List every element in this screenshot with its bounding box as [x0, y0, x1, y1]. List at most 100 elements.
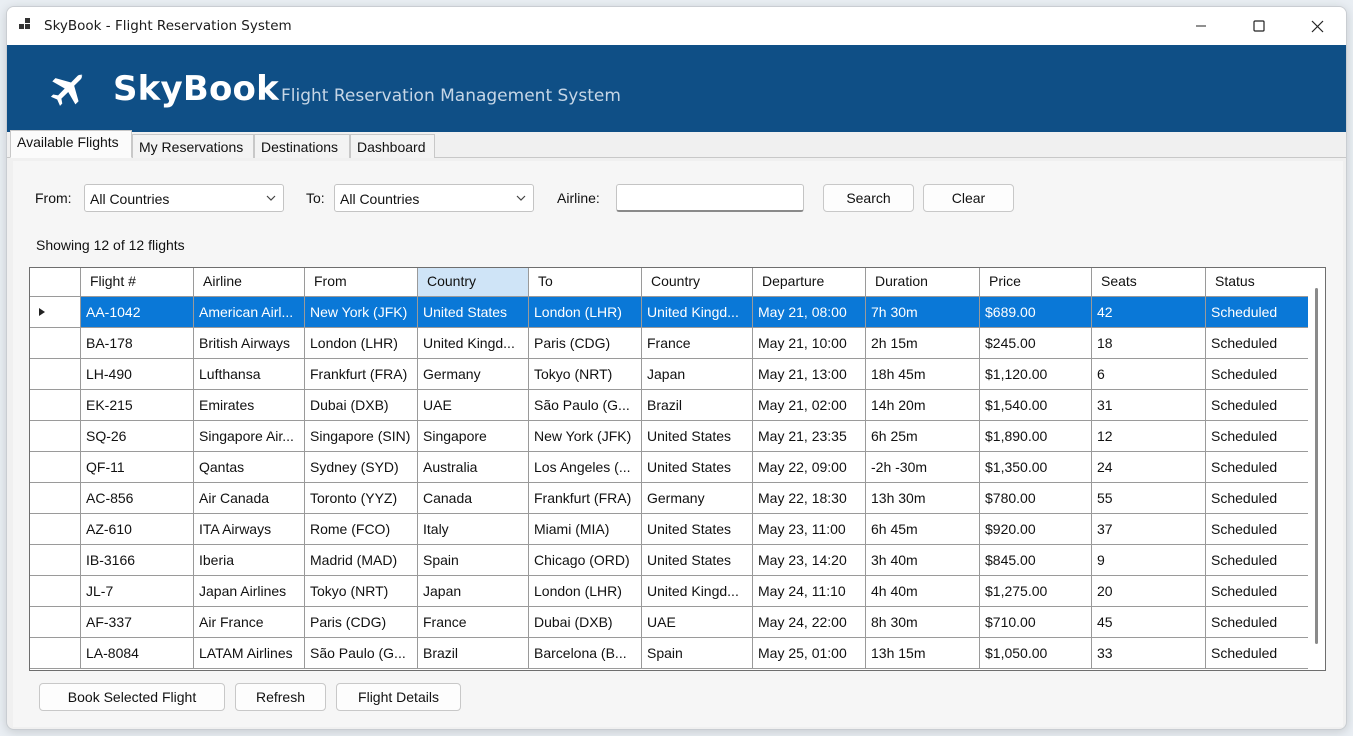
cell-from-country[interactable]: Brazil — [418, 638, 529, 669]
cell-seats[interactable]: 6 — [1092, 359, 1206, 390]
row-header[interactable] — [30, 483, 81, 514]
cell-flight-number[interactable]: BA-178 — [81, 328, 194, 359]
cell-from-country[interactable]: Italy — [418, 514, 529, 545]
cell-to[interactable]: Paris (CDG) — [529, 328, 642, 359]
column-header-from[interactable]: From — [305, 268, 418, 297]
cell-airline[interactable]: Lufthansa — [194, 359, 305, 390]
cell-seats[interactable]: 45 — [1092, 607, 1206, 638]
cell-from-country[interactable]: Germany — [418, 359, 529, 390]
column-header-from-country[interactable]: Country — [418, 268, 529, 297]
cell-to-country[interactable]: United Kingd... — [642, 576, 753, 607]
cell-flight-number[interactable]: QF-11 — [81, 452, 194, 483]
table-row[interactable]: BA-178 British Airways London (LHR) United … — [30, 328, 1318, 359]
cell-from[interactable]: Sydney (SYD) — [305, 452, 418, 483]
table-row[interactable]: LH-490 Lufthansa Frankfurt (FRA) Germany Tok… — [30, 359, 1318, 390]
cell-status[interactable]: Scheduled — [1206, 297, 1318, 328]
row-header[interactable] — [30, 297, 81, 328]
cell-from[interactable]: Frankfurt (FRA) — [305, 359, 418, 390]
column-header-departure[interactable]: Departure — [753, 268, 866, 297]
cell-price[interactable]: $245.00 — [980, 328, 1092, 359]
cell-to[interactable]: Barcelona (B... — [529, 638, 642, 669]
cell-from-country[interactable]: UAE — [418, 390, 529, 421]
cell-duration[interactable]: -2h -30m — [866, 452, 980, 483]
table-row[interactable]: AF-337 Air France Paris (CDG) France Dubai (… — [30, 607, 1318, 638]
cell-to-country[interactable]: United Kingd... — [642, 297, 753, 328]
cell-seats[interactable]: 24 — [1092, 452, 1206, 483]
cell-flight-number[interactable]: SQ-26 — [81, 421, 194, 452]
cell-to[interactable]: Frankfurt (FRA) — [529, 483, 642, 514]
cell-price[interactable]: $1,275.00 — [980, 576, 1092, 607]
cell-departure[interactable]: May 21, 10:00 — [753, 328, 866, 359]
cell-from-country[interactable]: Canada — [418, 483, 529, 514]
column-header-flight-number[interactable]: Flight # — [81, 268, 194, 297]
column-header-to-country[interactable]: Country — [642, 268, 753, 297]
table-row[interactable]: EK-215 Emirates Dubai (DXB) UAE São Paulo (G… — [30, 390, 1318, 421]
table-row[interactable]: SQ-26 Singapore Air... Singapore (SIN) Sing… — [30, 421, 1318, 452]
cell-to-country[interactable]: Spain — [642, 638, 753, 669]
cell-seats[interactable]: 20 — [1092, 576, 1206, 607]
cell-price[interactable]: $1,050.00 — [980, 638, 1092, 669]
cell-status[interactable]: Scheduled — [1206, 359, 1318, 390]
cell-price[interactable]: $1,890.00 — [980, 421, 1092, 452]
cell-flight-number[interactable]: IB-3166 — [81, 545, 194, 576]
table-row[interactable]: QF-11 Qantas Sydney (SYD) Australia Los Ange… — [30, 452, 1318, 483]
cell-departure[interactable]: May 23, 14:20 — [753, 545, 866, 576]
cell-duration[interactable]: 14h 20m — [866, 390, 980, 421]
cell-airline[interactable]: LATAM Airlines — [194, 638, 305, 669]
flights-grid[interactable]: Flight # Airline From Country To Country Depar… — [29, 267, 1326, 671]
row-header[interactable] — [30, 576, 81, 607]
cell-seats[interactable]: 55 — [1092, 483, 1206, 514]
tab-destinations[interactable]: Destinations — [254, 134, 350, 158]
cell-duration[interactable]: 13h 30m — [866, 483, 980, 514]
cell-from[interactable]: Tokyo (NRT) — [305, 576, 418, 607]
cell-status[interactable]: Scheduled — [1206, 452, 1318, 483]
table-row[interactable]: IB-3166 Iberia Madrid (MAD) Spain Chicago (O… — [30, 545, 1318, 576]
cell-duration[interactable]: 7h 30m — [866, 297, 980, 328]
cell-seats[interactable]: 12 — [1092, 421, 1206, 452]
cell-from-country[interactable]: Spain — [418, 545, 529, 576]
cell-departure[interactable]: May 21, 08:00 — [753, 297, 866, 328]
cell-from-country[interactable]: United States — [418, 297, 529, 328]
cell-duration[interactable]: 13h 15m — [866, 638, 980, 669]
cell-status[interactable]: Scheduled — [1206, 607, 1318, 638]
cell-seats[interactable]: 42 — [1092, 297, 1206, 328]
cell-price[interactable]: $689.00 — [980, 297, 1092, 328]
cell-to[interactable]: London (LHR) — [529, 576, 642, 607]
cell-departure[interactable]: May 23, 11:00 — [753, 514, 866, 545]
cell-flight-number[interactable]: AA-1042 — [81, 297, 194, 328]
cell-airline[interactable]: Iberia — [194, 545, 305, 576]
airline-input[interactable] — [616, 184, 804, 212]
cell-departure[interactable]: May 21, 23:35 — [753, 421, 866, 452]
table-row[interactable]: JL-7 Japan Airlines Tokyo (NRT) Japan London… — [30, 576, 1318, 607]
cell-airline[interactable]: Emirates — [194, 390, 305, 421]
cell-to-country[interactable]: France — [642, 328, 753, 359]
tab-available-flights[interactable]: Available Flights — [10, 130, 132, 158]
cell-flight-number[interactable]: LH-490 — [81, 359, 194, 390]
book-selected-flight-button[interactable]: Book Selected Flight — [39, 683, 225, 711]
cell-to-country[interactable]: United States — [642, 421, 753, 452]
cell-price[interactable]: $780.00 — [980, 483, 1092, 514]
cell-airline[interactable]: Singapore Air... — [194, 421, 305, 452]
cell-from[interactable]: Paris (CDG) — [305, 607, 418, 638]
column-header-to[interactable]: To — [529, 268, 642, 297]
refresh-button[interactable]: Refresh — [235, 683, 326, 711]
table-row[interactable]: AA-1042 American Airl... New York (JFK) Uni… — [30, 297, 1318, 328]
maximize-button[interactable] — [1230, 7, 1288, 45]
vertical-scrollbar[interactable] — [1308, 268, 1325, 670]
cell-status[interactable]: Scheduled — [1206, 390, 1318, 421]
scrollbar-thumb[interactable] — [1315, 288, 1318, 644]
cell-to[interactable]: New York (JFK) — [529, 421, 642, 452]
cell-airline[interactable]: ITA Airways — [194, 514, 305, 545]
cell-flight-number[interactable]: AF-337 — [81, 607, 194, 638]
cell-to[interactable]: Los Angeles (... — [529, 452, 642, 483]
row-header[interactable] — [30, 359, 81, 390]
cell-from[interactable]: Dubai (DXB) — [305, 390, 418, 421]
flight-details-button[interactable]: Flight Details — [336, 683, 461, 711]
cell-status[interactable]: Scheduled — [1206, 421, 1318, 452]
cell-departure[interactable]: May 22, 18:30 — [753, 483, 866, 514]
cell-to[interactable]: London (LHR) — [529, 297, 642, 328]
clear-button[interactable]: Clear — [923, 184, 1014, 212]
column-header-airline[interactable]: Airline — [194, 268, 305, 297]
table-row[interactable]: AZ-610 ITA Airways Rome (FCO) Italy Miami (M… — [30, 514, 1318, 545]
cell-price[interactable]: $920.00 — [980, 514, 1092, 545]
